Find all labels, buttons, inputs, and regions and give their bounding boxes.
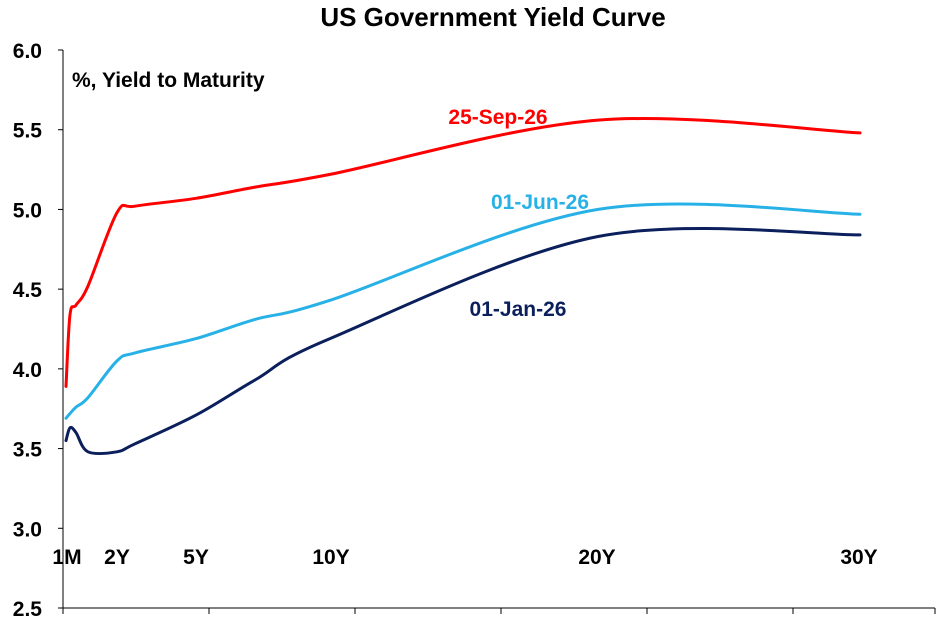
axes: 6.0 5.5 5.0 4.5 4.0 3.5 3.0 2.5 1M 2Y 5Y 10Y 20Y 30Y bbox=[13, 40, 936, 621]
y-tick-label: 3.5 bbox=[13, 439, 43, 462]
x-tick-label: 1M bbox=[52, 546, 81, 569]
x-tick-label: 2Y bbox=[104, 546, 130, 569]
y-tick-label: 4.5 bbox=[13, 279, 43, 302]
y-tick-label: 6.0 bbox=[13, 40, 42, 63]
series-labels: 25-Sep-26 01-Jun-26 01-Jan-26 bbox=[448, 106, 589, 321]
x-tick-label: 20Y bbox=[578, 546, 615, 569]
y-tick-label: 2.5 bbox=[13, 598, 43, 621]
y-tick-label: 5.0 bbox=[13, 199, 42, 222]
series-line-01-jun-26 bbox=[64, 202, 862, 420]
chart-title: US Government Yield Curve bbox=[320, 2, 665, 32]
series-lines bbox=[64, 117, 862, 456]
x-tick-label: 30Y bbox=[840, 546, 877, 569]
series-label-01-jun-26: 01-Jun-26 bbox=[491, 191, 589, 214]
y-tick-label: 3.0 bbox=[13, 518, 42, 541]
series-line-01-jan-26 bbox=[64, 226, 862, 456]
x-tick-label: 10Y bbox=[312, 546, 349, 569]
series-label-25-sep-26: 25-Sep-26 bbox=[448, 106, 547, 129]
series-label-01-jan-26: 01-Jan-26 bbox=[470, 298, 567, 321]
y-axis-label: %, Yield to Maturity bbox=[72, 69, 265, 92]
x-tick-label: 5Y bbox=[183, 546, 209, 569]
y-tick-label: 4.0 bbox=[13, 359, 42, 382]
y-tick-label: 5.5 bbox=[13, 120, 43, 143]
series-line-25-sep-26 bbox=[64, 117, 862, 388]
